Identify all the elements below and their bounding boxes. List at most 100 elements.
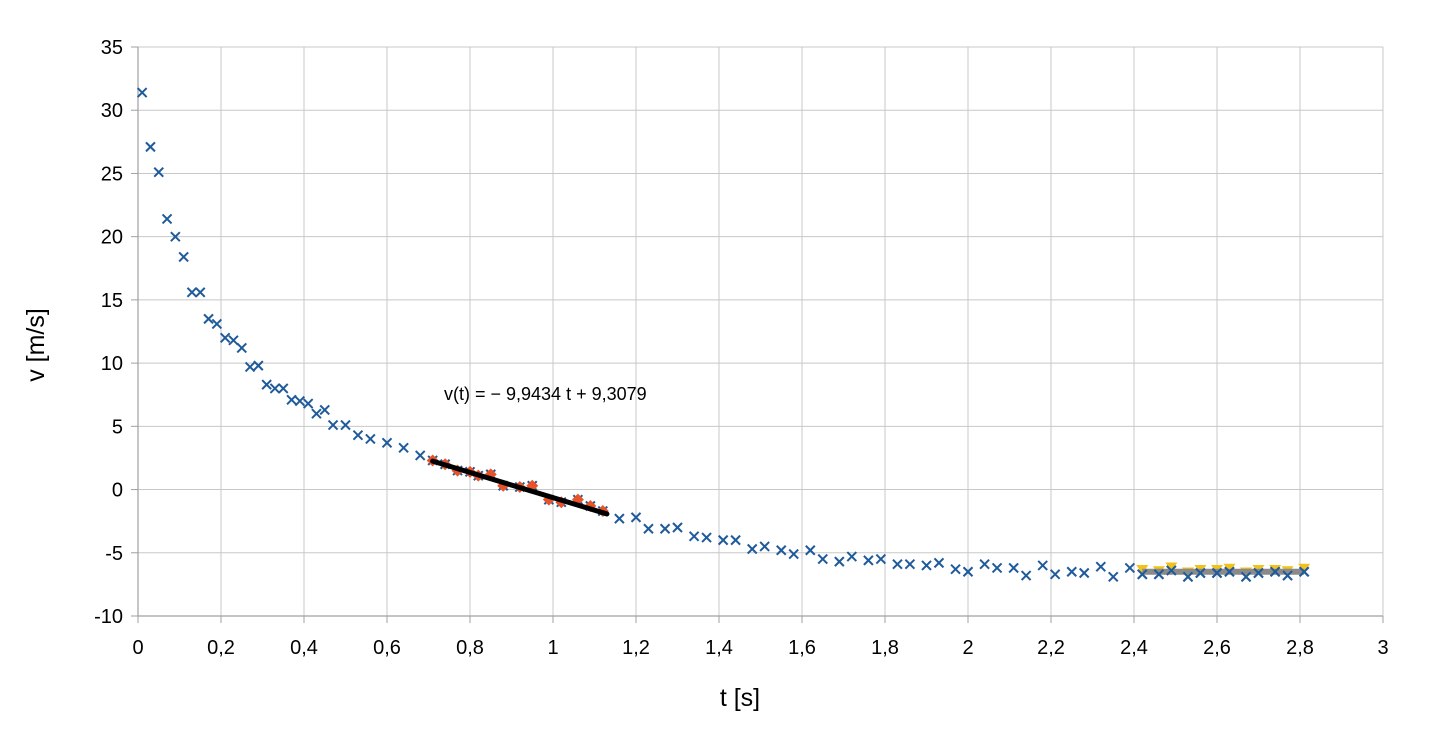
data-point (319, 404, 330, 416)
x-tick-label: 1,6 (788, 637, 816, 659)
x-axis-title: t [s] (720, 684, 760, 712)
cross-stroke (1240, 571, 1252, 583)
x-tick-labels: 0 0,2 0,4 0,6 0,8 1 1,2 1,4 1,6 1,8 2 2,2 2,4 2,6 2,8 3 (132, 637, 1388, 659)
data-point-overlay (1269, 566, 1281, 577)
cross-stroke (688, 531, 700, 542)
cross-stroke (236, 342, 247, 354)
y-tick-label: 20 (101, 227, 123, 249)
data-point (630, 512, 642, 523)
data-point (261, 379, 272, 390)
y-tick-labels: -10 -5 0 5 10 15 20 25 30 35 (94, 37, 123, 628)
cross-stroke (962, 566, 974, 577)
cross-stroke (759, 541, 770, 552)
x-tick-label: 2,2 (1037, 637, 1065, 659)
x-tick-label: 2,8 (1286, 637, 1314, 659)
y-tick-label: 0 (112, 480, 123, 502)
data-point (352, 429, 364, 441)
data-point (381, 437, 393, 448)
data-point-overlay (1153, 569, 1165, 580)
cross-stroke (1066, 566, 1077, 577)
cross-stroke (319, 404, 330, 416)
cross-stroke (136, 87, 148, 98)
cross-stroke (261, 379, 272, 390)
data-point (286, 394, 297, 405)
cross-stroke (302, 398, 314, 409)
cross-stroke (211, 318, 223, 330)
axes (131, 46, 1384, 623)
cross-stroke (1124, 562, 1136, 574)
cross-stroke (145, 141, 156, 153)
cross-stroke (269, 383, 281, 394)
data-point-overlay (1182, 571, 1194, 583)
x-tick-label: 0 (132, 637, 143, 659)
triangle-point (1298, 563, 1311, 573)
cross-stroke (875, 553, 887, 565)
cross-stroke (950, 564, 961, 575)
data-point (717, 534, 729, 546)
data-point (846, 551, 858, 562)
data-point (688, 531, 700, 542)
data-point-overlay (1224, 566, 1235, 577)
cross-stroke (253, 360, 264, 371)
cross-stroke (643, 523, 654, 534)
cross-stroke (340, 419, 351, 431)
data-point (186, 287, 198, 298)
x-tick-label: 1,8 (871, 637, 899, 659)
cross-stroke (904, 558, 916, 570)
cross-stroke (1037, 560, 1048, 571)
data-point-overlay (1240, 571, 1252, 583)
cross-stroke (672, 522, 683, 533)
data-point (278, 383, 289, 394)
data-point (659, 523, 671, 534)
data-point (211, 318, 223, 330)
y-axis-title: v [m/s] (22, 308, 50, 382)
cross-stroke (701, 532, 712, 543)
data-point-overlay (1282, 570, 1293, 581)
cross-stroke (195, 287, 206, 298)
main-series (136, 87, 1310, 583)
data-point (1124, 562, 1136, 574)
data-point (340, 419, 351, 431)
data-point (302, 398, 314, 409)
cross-stroke (1166, 565, 1177, 576)
data-point (776, 545, 787, 556)
data-point-overlay (1137, 569, 1148, 580)
data-point (327, 419, 339, 431)
data-point (1108, 571, 1119, 583)
x-tick-label: 1,4 (705, 637, 733, 659)
triangle-point (1165, 562, 1178, 572)
data-point (672, 522, 683, 533)
data-point (219, 332, 231, 344)
data-point (863, 555, 874, 566)
cross-stroke (244, 361, 256, 373)
cross-stroke (805, 545, 816, 556)
cross-stroke (1298, 566, 1310, 577)
cross-stroke (659, 523, 671, 534)
cross-stroke (1253, 567, 1264, 579)
cross-stroke (746, 543, 758, 555)
cross-stroke (1211, 567, 1223, 579)
cross-stroke (1008, 562, 1019, 574)
y-tick-label: 25 (101, 163, 123, 185)
cross-stroke (817, 553, 828, 565)
cross-stroke (1108, 571, 1119, 583)
data-point (788, 548, 799, 560)
data-point (253, 360, 264, 371)
y-tick-label: -10 (94, 606, 123, 628)
data-point-overlay (1195, 567, 1206, 579)
data-point (170, 231, 181, 242)
x-tick-label: 2,4 (1120, 637, 1148, 659)
x-tick-label: 2 (962, 637, 973, 659)
cross-stroke (170, 231, 181, 242)
x-tick-label: 0,4 (290, 637, 318, 659)
x-tick-label: 0,2 (207, 637, 235, 659)
cross-stroke (381, 437, 393, 448)
cross-stroke (834, 556, 845, 567)
cross-stroke (846, 551, 858, 562)
data-point-overlay (1298, 566, 1310, 577)
cross-stroke (1137, 569, 1148, 580)
data-point (933, 557, 945, 569)
cross-stroke (203, 313, 214, 325)
data-point (153, 166, 164, 178)
